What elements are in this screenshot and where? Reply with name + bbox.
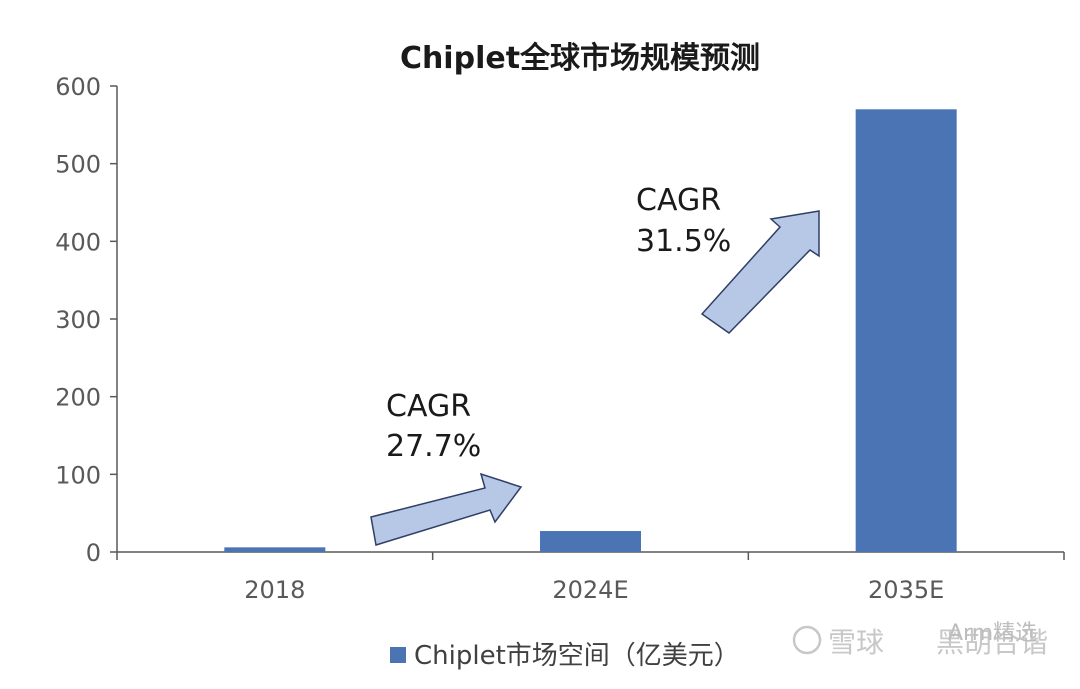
cagr-annotation-1-label: CAGR (386, 389, 471, 424)
x-tick-label: 2024E (552, 576, 628, 604)
cagr-annotation-2-label: CAGR (636, 183, 721, 218)
watermark-author: 黑胡合谐 (936, 626, 1048, 659)
bar-2035e (855, 109, 957, 553)
chart-title: Chiplet全球市场规模预测 (400, 41, 760, 76)
legend-swatch (390, 647, 406, 663)
x-tick-label: 2018 (244, 576, 305, 604)
cagr-annotation-1-value: 27.7% (386, 429, 481, 464)
bar-2018 (224, 547, 326, 552)
growth-arrow-1 (370, 472, 523, 546)
growth-arrow-2 (700, 210, 820, 334)
y-tick-label: 300 (55, 306, 101, 334)
y-tick-label: 600 (55, 73, 101, 101)
y-tick-label: 400 (55, 228, 101, 256)
x-tick-label: 2035E (868, 576, 944, 604)
y-tick-label: 500 (55, 151, 101, 179)
cagr-annotation-2-value: 31.5% (636, 224, 731, 259)
y-tick-label: 100 (55, 461, 101, 489)
y-tick-label: 0 (86, 539, 101, 567)
x-ticks: 2018 2024E 2035E (116, 552, 1065, 604)
y-tick-label: 200 (55, 384, 101, 412)
snowball-logo-icon (792, 625, 822, 655)
watermark-source: Arm精选 (948, 621, 1037, 646)
watermark-brand: 雪球 (828, 626, 884, 659)
bars (224, 109, 957, 553)
y-ticks: 0 100 200 300 400 500 600 (55, 73, 117, 567)
legend-label: Chiplet市场空间（亿美元） (414, 641, 740, 671)
watermark: 雪球 黑胡合谐 Arm精选 (792, 621, 1048, 659)
bar-2024e (539, 531, 642, 552)
